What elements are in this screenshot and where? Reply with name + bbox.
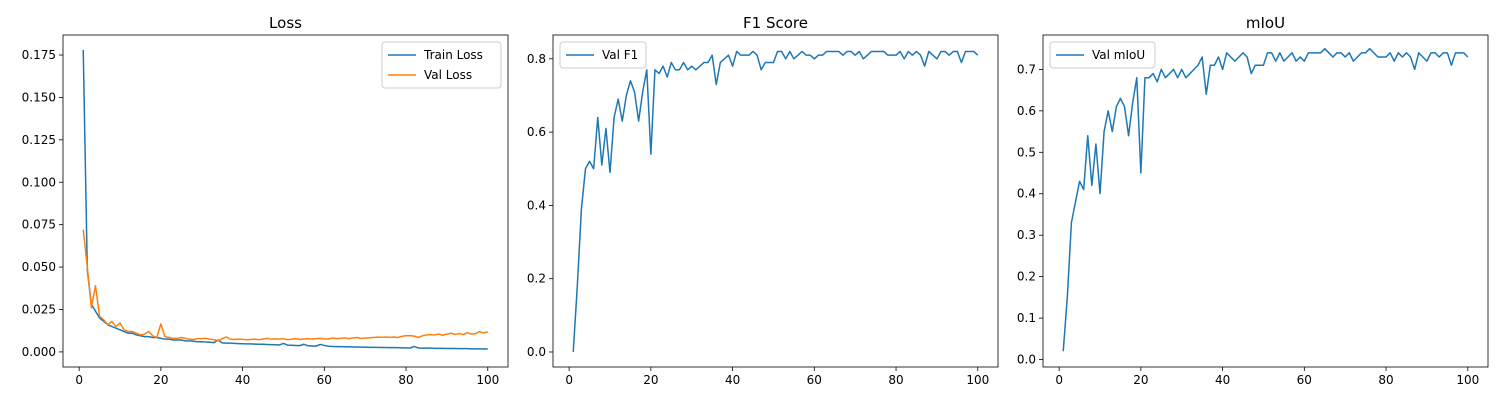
y-tick-label: 0.025: [22, 302, 56, 316]
x-tick-label: 40: [725, 373, 740, 387]
x-tick-label: 100: [476, 373, 499, 387]
y-tick-label: 0.4: [1017, 187, 1036, 201]
x-tick-label: 100: [966, 373, 989, 387]
legend: Val F1: [559, 41, 647, 69]
x-tick-label: 0: [75, 373, 83, 387]
legend: Val mIoU: [1049, 41, 1156, 69]
y-tick-label: 0.150: [22, 90, 56, 104]
y-tick-label: 0.2: [1017, 270, 1036, 284]
chart-f1: F1 Score 0 20 40 60 80 100 0.0 0.2 0.4 0.6 0.8 Val F…: [527, 14, 999, 387]
legend-box: [559, 41, 647, 69]
x-tick-label: 40: [235, 373, 250, 387]
y-tick-label: 0.3: [1017, 228, 1036, 242]
x-tick-label: 20: [153, 373, 168, 387]
axes-frame: [62, 34, 509, 368]
legend-label: Train Loss: [423, 48, 483, 62]
x-tick-label: 80: [1378, 373, 1393, 387]
legend-label: Val F1: [602, 48, 638, 62]
axes-frame: [1042, 34, 1489, 368]
x-tick-label: 20: [643, 373, 658, 387]
legend: Train Loss Val Loss: [381, 41, 502, 89]
y-tick-label: 0.8: [527, 52, 546, 66]
series-line-val-f1: [572, 50, 979, 353]
y-tick-label: 0.7: [1017, 62, 1036, 76]
y-tick-label: 0.2: [527, 272, 546, 286]
series-line-val-loss: [82, 229, 488, 342]
x-tick-label: 80: [888, 373, 903, 387]
x-tick-label: 0: [565, 373, 573, 387]
chart-loss: Loss 0 20 40 60 80 100 0.000 0.025 0.050 0.075 0.10…: [22, 14, 509, 387]
y-tick-label: 0.0: [527, 345, 546, 359]
legend-label: Val Loss: [424, 68, 472, 82]
y-tick-label: 0.1: [1017, 311, 1036, 325]
x-tick-label: 20: [1133, 373, 1148, 387]
axes-frame: [552, 34, 999, 368]
y-tick-label: 0.0: [1017, 353, 1036, 367]
series-line-train-loss: [82, 49, 488, 350]
legend-box: [1049, 41, 1156, 69]
y-tick-label: 0.175: [22, 48, 56, 62]
y-tick-label: 0.6: [527, 125, 546, 139]
x-tick-label: 80: [398, 373, 413, 387]
x-tick-label: 60: [317, 373, 332, 387]
y-tick-label: 0.4: [527, 198, 546, 212]
y-tick-label: 0.075: [22, 218, 56, 232]
y-tick-label: 0.100: [22, 175, 56, 189]
x-tick-label: 60: [1297, 373, 1312, 387]
x-tick-label: 100: [1456, 373, 1479, 387]
y-tick-label: 0.6: [1017, 104, 1036, 118]
x-tick-label: 60: [807, 373, 822, 387]
chart-title: F1 Score: [743, 14, 808, 32]
chart-title: mIoU: [1246, 14, 1285, 32]
y-tick-label: 0.125: [22, 133, 56, 147]
y-tick-label: 0.5: [1017, 145, 1036, 159]
legend-label: Val mIoU: [1092, 48, 1145, 62]
y-tick-label: 0.000: [22, 345, 56, 359]
y-tick-label: 0.050: [22, 260, 56, 274]
chart-miou: mIoU 0 20 40 60 80 100 0.0 0.1 0.2 0.3 0.4 0.5 0.6 0.7…: [1017, 14, 1489, 387]
legend-box: [381, 41, 502, 89]
chart-title: Loss: [269, 14, 302, 32]
x-tick-label: 0: [1055, 373, 1063, 387]
series-line-val-miou: [1062, 47, 1469, 352]
x-tick-label: 40: [1215, 373, 1230, 387]
